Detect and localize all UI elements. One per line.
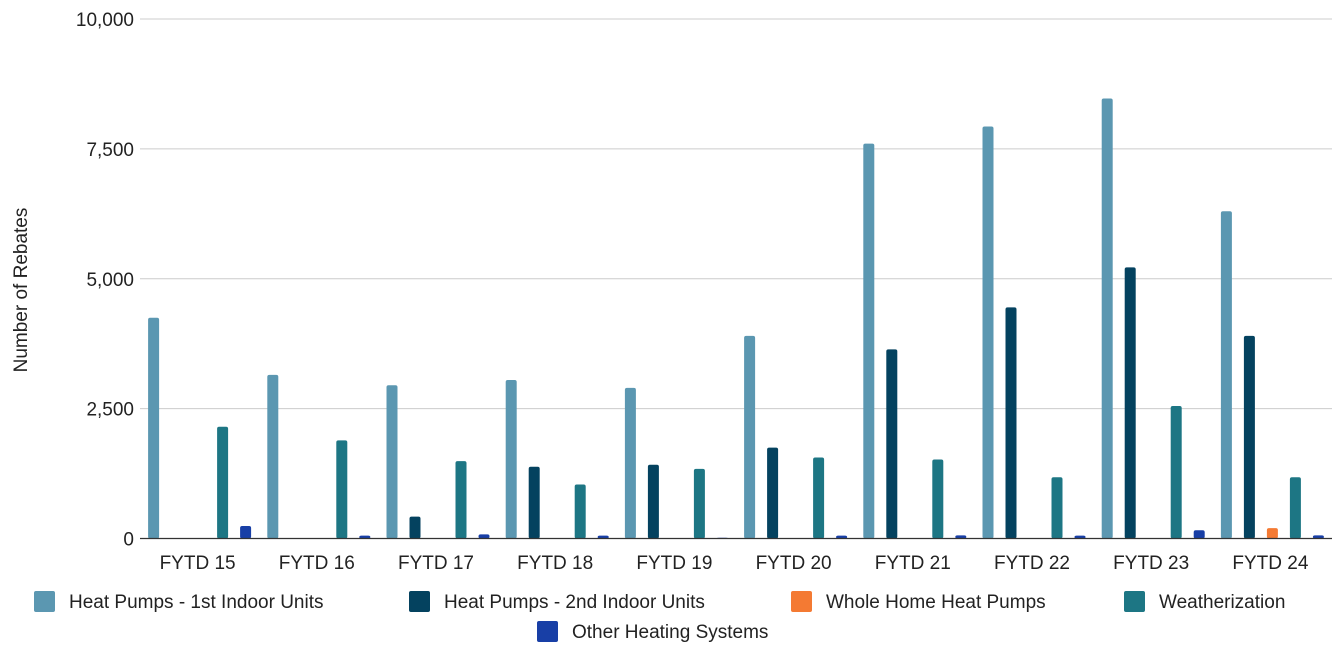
x-tick-label: FYTD 24 <box>1232 553 1308 574</box>
gridlines <box>140 18 1332 410</box>
bar-other-heating-systems-fytd-17 <box>478 534 490 539</box>
legend: Heat Pumps - 1st Indoor Units Heat Pumps … <box>34 591 1285 643</box>
bar-heat-pumps-1st-indoor-units-fytd-21 <box>863 143 875 539</box>
y-tick-labels: 0 2,500 5,000 7,500 10,000 <box>76 10 134 551</box>
bar-heat-pumps-2nd-indoor-units-fytd-22 <box>1005 307 1017 539</box>
bar-other-heating-systems-fytd-23 <box>1193 530 1205 539</box>
legend-swatch <box>409 591 430 612</box>
bar-heat-pumps-1st-indoor-units-fytd-24 <box>1220 211 1232 539</box>
y-axis-label: Number of Rebates <box>11 208 32 373</box>
bar-whole-home-heat-pumps-fytd-24 <box>1266 528 1278 539</box>
legend-swatch <box>791 591 812 612</box>
legend-item: Other Heating Systems <box>537 621 768 643</box>
legend-swatch <box>537 621 558 642</box>
bar-other-heating-systems-fytd-22 <box>1074 535 1086 539</box>
bar-other-heating-systems-fytd-24 <box>1312 535 1324 539</box>
x-tick-label: FYTD 17 <box>398 553 474 574</box>
y-tick-label: 7,500 <box>86 140 134 161</box>
y-tick-label: 10,000 <box>76 10 134 31</box>
bar-heat-pumps-1st-indoor-units-fytd-23 <box>1101 98 1113 539</box>
bar-heat-pumps-2nd-indoor-units-fytd-21 <box>886 349 898 539</box>
x-tick-labels: FYTD 15 FYTD 16 FYTD 17 FYTD 18 FYTD 19 FYTD … <box>160 553 1309 574</box>
bar-other-heating-systems-fytd-16 <box>359 535 371 539</box>
legend-item: Heat Pumps - 2nd Indoor Units <box>409 591 705 613</box>
bar-weatherization-fytd-16 <box>336 440 348 539</box>
bar-heat-pumps-2nd-indoor-units-fytd-18 <box>528 466 540 539</box>
bars <box>148 98 1324 539</box>
bar-weatherization-fytd-23 <box>1170 406 1182 539</box>
bar-weatherization-fytd-17 <box>455 461 467 539</box>
bar-heat-pumps-2nd-indoor-units-fytd-23 <box>1124 267 1136 539</box>
bar-heat-pumps-1st-indoor-units-fytd-20 <box>744 335 756 539</box>
bar-other-heating-systems-fytd-18 <box>597 535 609 539</box>
bar-weatherization-fytd-15 <box>217 426 229 539</box>
legend-item: Whole Home Heat Pumps <box>791 591 1046 613</box>
bar-weatherization-fytd-19 <box>693 468 705 539</box>
legend-item: Weatherization <box>1124 591 1285 613</box>
bar-other-heating-systems-fytd-21 <box>955 535 967 539</box>
bar-weatherization-fytd-24 <box>1289 477 1301 539</box>
x-tick-label: FYTD 16 <box>279 553 355 574</box>
x-tick-label: FYTD 18 <box>517 553 593 574</box>
x-tick-label: FYTD 22 <box>994 553 1070 574</box>
y-tick-label: 5,000 <box>86 270 134 291</box>
bar-other-heating-systems-fytd-15 <box>240 526 252 539</box>
bar-weatherization-fytd-20 <box>813 457 825 539</box>
bar-heat-pumps-1st-indoor-units-fytd-19 <box>624 387 636 539</box>
x-tick-label: FYTD 21 <box>875 553 951 574</box>
bar-weatherization-fytd-22 <box>1051 477 1063 539</box>
legend-label: Whole Home Heat Pumps <box>826 592 1046 613</box>
x-tick-label: FYTD 23 <box>1113 553 1189 574</box>
legend-label: Heat Pumps - 1st Indoor Units <box>69 592 324 613</box>
y-tick-label: 0 <box>123 530 134 551</box>
x-tick-label: FYTD 20 <box>756 553 832 574</box>
bar-heat-pumps-2nd-indoor-units-fytd-24 <box>1243 335 1255 539</box>
bar-heat-pumps-2nd-indoor-units-fytd-19 <box>647 464 659 539</box>
bar-heat-pumps-1st-indoor-units-fytd-17 <box>386 385 398 539</box>
legend-item: Heat Pumps - 1st Indoor Units <box>34 591 324 613</box>
legend-label: Heat Pumps - 2nd Indoor Units <box>444 592 705 613</box>
bar-heat-pumps-1st-indoor-units-fytd-16 <box>267 374 279 539</box>
bar-heat-pumps-1st-indoor-units-fytd-15 <box>148 317 160 539</box>
x-tick-label: FYTD 15 <box>160 553 236 574</box>
bar-heat-pumps-1st-indoor-units-fytd-18 <box>505 380 517 539</box>
bar-weatherization-fytd-21 <box>932 459 944 539</box>
x-tick-label: FYTD 19 <box>636 553 712 574</box>
bar-heat-pumps-1st-indoor-units-fytd-22 <box>982 126 994 539</box>
bar-heat-pumps-2nd-indoor-units-fytd-17 <box>409 516 421 539</box>
legend-label: Other Heating Systems <box>572 622 768 643</box>
legend-label: Weatherization <box>1159 592 1285 613</box>
legend-swatch <box>34 591 55 612</box>
bar-other-heating-systems-fytd-20 <box>836 535 848 539</box>
bar-heat-pumps-2nd-indoor-units-fytd-20 <box>767 447 779 539</box>
y-tick-label: 2,500 <box>86 400 134 421</box>
bar-weatherization-fytd-18 <box>574 484 586 539</box>
legend-swatch <box>1124 591 1145 612</box>
